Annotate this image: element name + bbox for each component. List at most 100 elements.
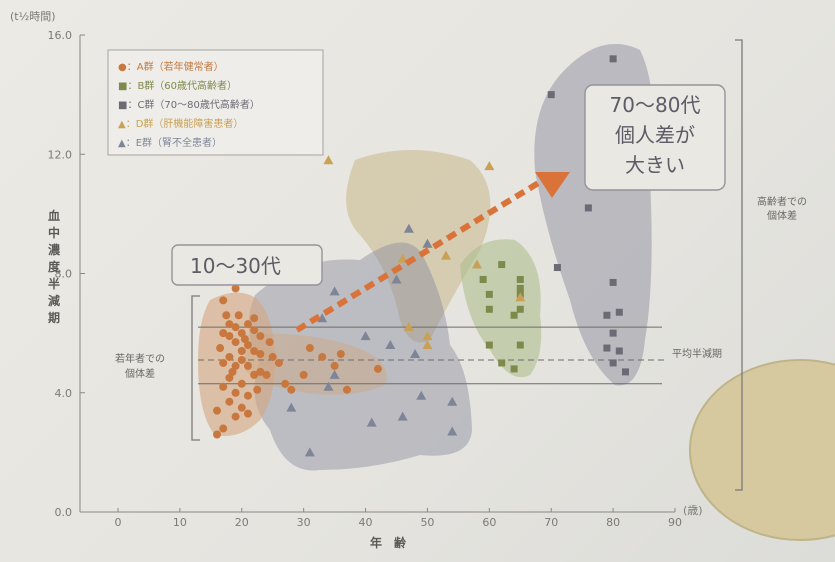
point-A: [219, 296, 228, 305]
axes: 0.0 4.0 8.0 12.0 16.0 0 10 20 30 40 50 60 70 80 90: [48, 29, 683, 529]
point-A: [219, 382, 228, 391]
point-A: [268, 352, 277, 361]
x-axis-title: 年 齢: [370, 535, 407, 550]
x-tick-label: 80: [606, 516, 620, 529]
x-tick-label: 50: [420, 516, 434, 529]
point-B: [510, 311, 518, 319]
point-E: [366, 417, 377, 427]
point-A: [256, 332, 265, 341]
point-E: [447, 426, 458, 436]
point-E: [329, 369, 340, 379]
y-axis-title: 血中濃度半減期: [48, 208, 61, 325]
point-A: [287, 385, 296, 394]
point-A: [231, 284, 240, 293]
point-B: [485, 305, 493, 313]
point-C: [553, 264, 561, 272]
point-E: [385, 340, 396, 350]
y-tick-label: 16.0: [48, 29, 73, 42]
data-points: [213, 55, 629, 457]
point-C: [621, 368, 629, 376]
x-tick-label: 10: [173, 516, 187, 529]
point-A: [243, 409, 252, 418]
point-A: [231, 361, 240, 370]
point-A: [231, 338, 240, 347]
legend-item-D: ▲：D群（肝機能障害患者）: [118, 117, 243, 130]
legend-item-E: ▲：E群（腎不全患者）: [118, 136, 222, 149]
point-A: [330, 361, 339, 370]
point-B: [498, 359, 506, 367]
point-C: [603, 344, 611, 352]
point-D: [484, 161, 495, 171]
x-tick-label: 40: [359, 516, 373, 529]
point-E: [391, 274, 402, 284]
point-A: [237, 403, 246, 412]
point-A: [222, 311, 231, 320]
elderly-range-label: 高齢者での個体差: [757, 195, 807, 222]
point-A: [274, 358, 283, 367]
point-E: [317, 313, 328, 323]
point-A: [225, 397, 234, 406]
y-axis-unit: (t½時間): [10, 10, 56, 23]
y-tick-label: 12.0: [48, 148, 73, 161]
point-E: [416, 390, 427, 400]
point-A: [250, 347, 259, 356]
point-C: [609, 278, 617, 286]
point-B: [516, 275, 524, 283]
point-A: [225, 373, 234, 382]
x-tick-label: 30: [297, 516, 311, 529]
point-A: [237, 329, 246, 338]
y-tick-label: 4.0: [55, 387, 73, 400]
elderly-callout: 70〜80代個人差が大きい 高齢者での個体差: [584, 39, 807, 491]
elderly-callout-label: 70〜80代個人差が大きい: [610, 93, 701, 177]
point-B: [516, 284, 524, 292]
point-A: [256, 349, 265, 358]
y-tick-label: 8.0: [55, 268, 73, 281]
young-callout: 10〜30代 若年者での個体差: [115, 244, 323, 441]
point-C: [615, 308, 623, 316]
point-D: [397, 253, 408, 263]
point-A: [228, 367, 237, 376]
legend-item-A: ●：A群（若年健常者）: [118, 60, 224, 73]
point-A: [231, 388, 240, 397]
point-D: [422, 340, 433, 350]
x-tick-label: 70: [544, 516, 558, 529]
point-E: [422, 238, 433, 248]
point-A: [281, 379, 290, 388]
point-A: [237, 379, 246, 388]
legend-item-B: ■：B群（60歳代高齢者）: [118, 79, 237, 92]
point-C: [615, 347, 623, 355]
x-tick-label: 0: [115, 516, 122, 529]
legend: ●：A群（若年健常者） ■：B群（60歳代高齢者） ■：C群（70～80歳代高齢者）…: [107, 49, 324, 156]
point-A: [265, 338, 274, 347]
point-A: [318, 352, 327, 361]
point-A: [240, 335, 249, 344]
point-E: [323, 381, 334, 391]
point-A: [336, 349, 345, 358]
point-A: [213, 406, 222, 415]
point-A: [237, 355, 246, 364]
legend-box: [107, 49, 324, 156]
point-B: [516, 341, 524, 349]
point-E: [447, 396, 458, 406]
x-tick-label: 20: [235, 516, 249, 529]
point-A: [373, 364, 382, 373]
point-C: [547, 91, 555, 99]
point-B: [510, 365, 518, 373]
point-A: [256, 367, 265, 376]
region-B: [460, 239, 542, 378]
point-A: [225, 352, 234, 361]
point-A: [231, 323, 240, 332]
x-axis-unit: (歳): [683, 504, 703, 517]
young-callout-label: 10〜30代: [190, 254, 281, 278]
point-A: [299, 370, 308, 379]
legend-item-C: ■：C群（70～80歳代高齢者）: [118, 98, 260, 111]
point-A: [250, 370, 259, 379]
point-A: [216, 344, 225, 353]
point-D: [515, 292, 526, 302]
point-B: [498, 261, 506, 269]
point-A: [243, 341, 252, 350]
average-line-label: 平均半減期: [672, 347, 722, 360]
point-A: [250, 326, 259, 335]
point-A: [262, 370, 271, 379]
